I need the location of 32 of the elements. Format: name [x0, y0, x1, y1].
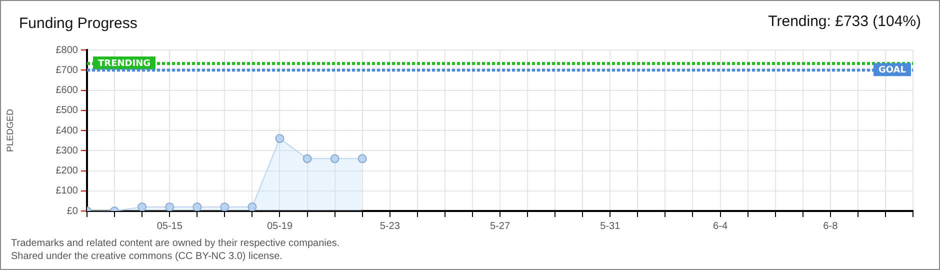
point [248, 202, 257, 211]
y-tick-label: £800 [56, 44, 78, 56]
y-tick-label: £200 [56, 166, 78, 176]
point [220, 202, 230, 211]
text: Trending: £733 (104%) [768, 13, 921, 30]
ref-line-label: GOAL [878, 65, 906, 76]
point [138, 202, 147, 211]
x-tick-label: 6-8 [823, 220, 838, 232]
point [358, 154, 367, 164]
y-tick-label: £100 [56, 186, 78, 197]
y-tick-label: £0 [66, 206, 78, 217]
y-tick-label: £300 [56, 145, 78, 156]
y-tick-label: £500 [56, 105, 78, 116]
x-tick-label: 5-27 [490, 220, 510, 232]
point [330, 154, 340, 164]
point [302, 154, 312, 164]
ref-line-label: TRENDING [98, 58, 150, 69]
y-tick-label: £400 [56, 125, 78, 136]
y-tick-label: £600 [56, 85, 78, 96]
y-axis-title: PLEDGED [4, 108, 15, 152]
x-tick-label: 5-31 [600, 220, 621, 232]
text: Trademarks and related content are owned by their respective companies. [11, 237, 340, 250]
point [165, 202, 174, 211]
point [275, 134, 284, 144]
x-tick-label: 05-15 [156, 220, 183, 232]
x-tick-label: 6-4 [713, 220, 728, 232]
x-tick-label: 05-19 [266, 220, 293, 232]
text: Shared under the creative commons (CC BY-NC 3.0) license. [11, 250, 284, 263]
x-tick-label: 5-23 [380, 220, 400, 232]
chart-title: Funding Progress [19, 15, 138, 32]
y-tick-label: £700 [56, 64, 78, 76]
point [192, 202, 202, 211]
